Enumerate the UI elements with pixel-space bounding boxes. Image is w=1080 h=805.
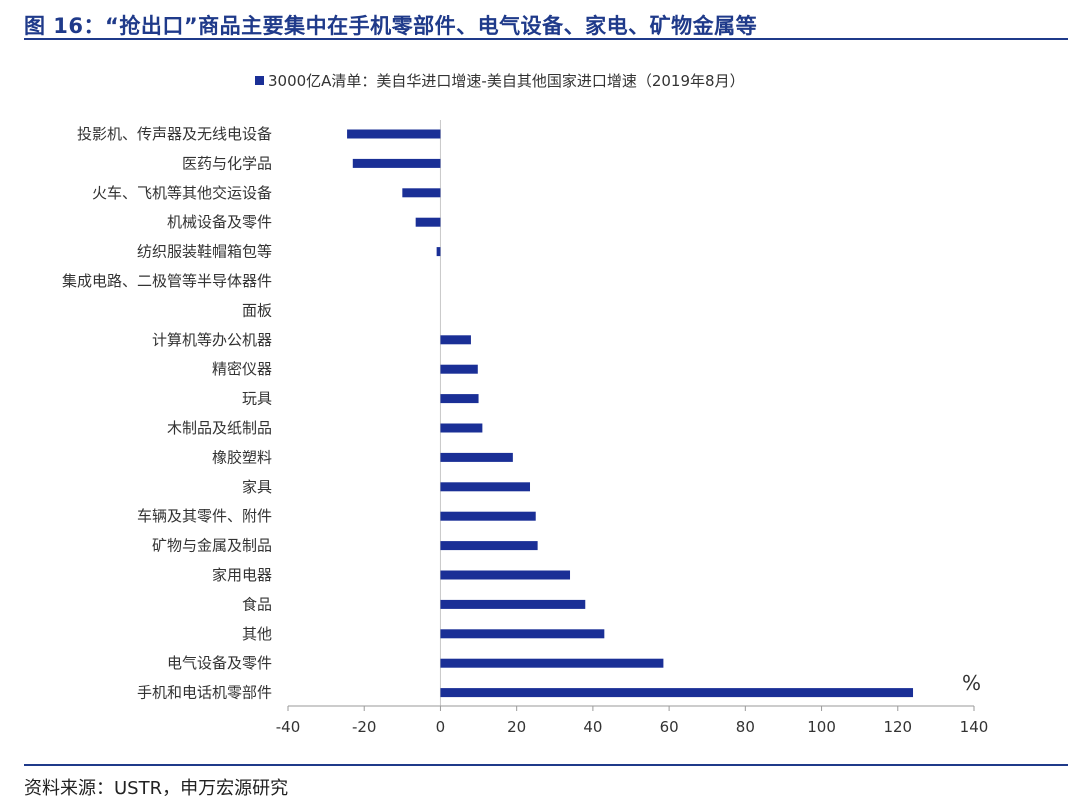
x-tick-label: 80 — [736, 718, 755, 736]
category-label: 医药与化学品 — [182, 154, 272, 172]
bar — [440, 688, 914, 698]
bar — [440, 452, 513, 462]
category-label: 矿物与金属及制品 — [152, 537, 272, 555]
bar — [415, 217, 441, 227]
bar — [440, 511, 536, 521]
category-label: 车辆及其零件、附件 — [137, 507, 272, 525]
bar — [347, 129, 441, 139]
category-label: 电气设备及零件 — [167, 654, 272, 672]
category-label: 木制品及纸制品 — [167, 419, 272, 437]
x-tick-label: 60 — [660, 718, 679, 736]
x-tick-label: 0 — [436, 718, 446, 736]
category-label: 计算机等办公机器 — [152, 331, 272, 349]
category-label: 精密仪器 — [212, 360, 272, 378]
bar — [402, 188, 441, 198]
category-label: 家用电器 — [212, 566, 272, 584]
category-label: 玩具 — [242, 390, 272, 408]
x-tick-label: 20 — [507, 718, 526, 736]
category-label: 火车、飞机等其他交运设备 — [92, 184, 272, 202]
bar — [440, 599, 586, 609]
category-label: 纺织服装鞋帽箱包等 — [137, 243, 272, 261]
bar — [440, 364, 478, 374]
bar — [440, 629, 605, 639]
bar — [352, 158, 441, 168]
bar — [440, 570, 571, 580]
bar — [440, 335, 471, 345]
bar — [440, 482, 531, 492]
category-label: 食品 — [242, 595, 272, 613]
bar — [440, 541, 538, 551]
category-label: 其他 — [242, 625, 272, 643]
bar — [440, 658, 664, 668]
category-label: 橡胶塑料 — [212, 448, 272, 466]
category-label: 手机和电话机零部件 — [137, 684, 272, 702]
unit-label: % — [962, 671, 981, 695]
bar — [436, 247, 441, 257]
category-label: 面板 — [242, 301, 272, 319]
title-bar: 图 16：“抢出口”商品主要集中在手机零部件、电气设备、家电、矿物金属等 — [24, 6, 1068, 40]
category-label: 机械设备及零件 — [167, 213, 272, 231]
x-tick-label: -40 — [276, 718, 301, 736]
legend-label: 3000亿A清单：美自华进口增速-美自其他国家进口增速（2019年8月） — [268, 72, 745, 90]
category-label: 投影机、传声器及无线电设备 — [77, 125, 272, 143]
source-note: 资料来源：USTR，申万宏源研究 — [24, 778, 289, 799]
x-tick-label: 120 — [883, 718, 912, 736]
footer-divider — [24, 764, 1068, 766]
category-label: 家具 — [242, 478, 272, 496]
page-title: 图 16：“抢出口”商品主要集中在手机零部件、电气设备、家电、矿物金属等 — [24, 14, 758, 38]
x-tick-label: -20 — [352, 718, 377, 736]
bar — [440, 423, 483, 433]
bar — [440, 394, 479, 404]
legend-swatch — [255, 76, 264, 85]
x-tick-label: 40 — [583, 718, 602, 736]
title-divider — [24, 38, 1068, 40]
x-tick-label: 140 — [960, 718, 989, 736]
x-tick-label: 100 — [807, 718, 836, 736]
category-label: 集成电路、二极管等半导体器件 — [62, 272, 272, 290]
